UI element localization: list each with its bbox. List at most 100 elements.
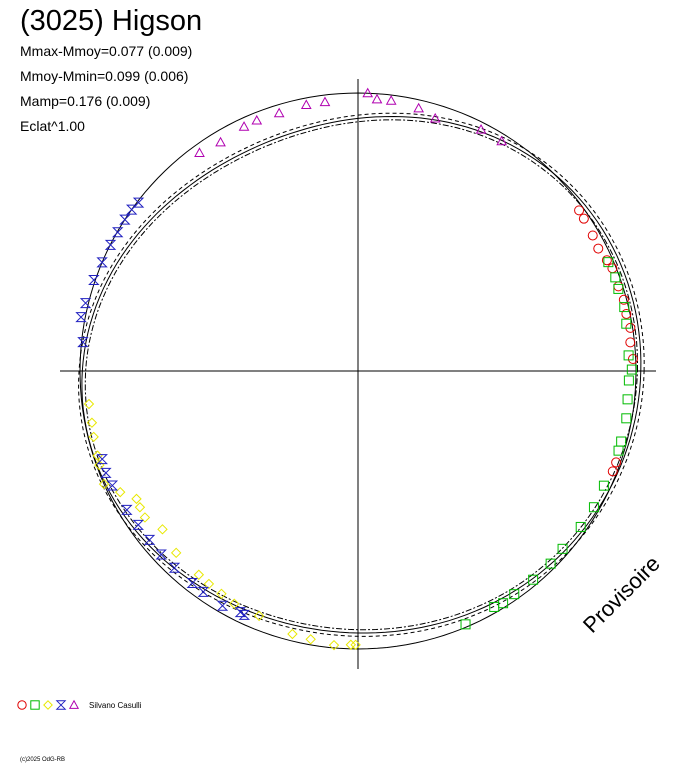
point-diamond-4	[287, 628, 298, 640]
point-triangle-3	[413, 102, 425, 113]
point-hourglass-6	[155, 549, 167, 560]
point-circle-4	[601, 255, 612, 266]
legend: Silvano Casulli	[17, 697, 141, 713]
point-square-18	[509, 589, 520, 600]
point-hourglass-10	[106, 480, 119, 491]
point-hourglass-12	[96, 454, 108, 465]
point-triangle-0	[362, 87, 374, 98]
point-triangle-9	[273, 107, 285, 118]
point-triangle-4	[429, 112, 441, 123]
point-hourglass-0	[238, 609, 250, 620]
point-diamond-0	[350, 639, 361, 651]
point-diamond-19	[88, 431, 99, 443]
point-square-14	[575, 521, 586, 532]
point-hourglass-15	[119, 214, 131, 225]
point-hourglass-4	[186, 578, 199, 589]
copyright-text: (c)2025 OdG-RB	[20, 757, 66, 763]
point-triangle-6	[496, 135, 507, 146]
point-circle-13	[607, 466, 618, 477]
point-square-6	[626, 364, 637, 375]
point-square-12	[598, 480, 609, 491]
point-circle-0	[574, 205, 585, 216]
point-square-0	[603, 257, 614, 268]
stat-eclat: Eclat^1.00	[20, 118, 85, 134]
point-square-16	[545, 558, 556, 569]
point-circle-12	[611, 457, 622, 468]
point-hourglass-22	[77, 337, 89, 348]
legend-symbol-hourglass	[55, 700, 67, 710]
point-circle-8	[621, 308, 632, 319]
point-diamond-1	[345, 639, 357, 650]
point-hourglass-17	[104, 239, 117, 250]
point-hourglass-2	[216, 600, 229, 611]
point-square-13	[588, 502, 599, 513]
legend-symbol-triangle	[68, 699, 80, 709]
point-triangle-10	[251, 114, 263, 125]
legend-symbol-circle	[17, 700, 27, 710]
stat-mmoy-mmin: Mmoy-Mmin=0.099 (0.006)	[20, 68, 189, 84]
model-curve-upper	[78, 112, 645, 637]
point-triangle-1	[371, 93, 383, 104]
point-hourglass-19	[88, 275, 100, 286]
point-square-1	[610, 272, 621, 283]
point-triangle-7	[319, 96, 331, 107]
point-circle-7	[618, 294, 629, 305]
point-triangle-13	[194, 147, 205, 157]
model-curve-fit	[81, 115, 642, 634]
point-hourglass-18	[96, 257, 108, 268]
point-diamond-12	[139, 512, 151, 523]
point-square-7	[623, 375, 634, 386]
point-hourglass-16	[112, 227, 124, 238]
point-square-17	[528, 574, 539, 585]
point-triangle-12	[215, 136, 226, 147]
point-square-20	[489, 601, 500, 612]
point-diamond-5	[253, 610, 265, 622]
point-square-3	[619, 302, 630, 313]
point-hourglass-14	[125, 204, 138, 215]
point-diamond-2	[328, 639, 340, 651]
point-circle-2	[587, 230, 598, 241]
point-hourglass-9	[121, 504, 133, 515]
point-square-15	[557, 543, 568, 554]
legend-author: Silvano Casulli	[89, 700, 142, 710]
point-triangle-2	[385, 95, 397, 105]
point-hourglass-5	[168, 562, 181, 573]
point-diamond-10	[170, 547, 182, 559]
point-triangle-8	[300, 99, 312, 110]
point-circle-3	[593, 243, 604, 254]
series-square	[460, 257, 637, 630]
point-hourglass-20	[79, 298, 92, 309]
point-square-11	[613, 445, 624, 456]
point-square-5	[623, 350, 634, 361]
point-diamond-3	[305, 634, 316, 645]
point-circle-1	[578, 213, 589, 224]
point-hourglass-11	[100, 467, 112, 478]
legend-symbols	[17, 699, 80, 710]
stat-mamp: Mamp=0.176 (0.009)	[20, 93, 151, 109]
chart-title: (3025) Higson	[20, 5, 203, 37]
point-square-10	[616, 436, 627, 447]
point-hourglass-21	[75, 312, 87, 323]
legend-symbol-square	[30, 700, 40, 710]
point-square-2	[613, 283, 624, 294]
point-square-21	[460, 619, 471, 630]
point-diamond-21	[83, 398, 95, 410]
point-diamond-16	[98, 478, 110, 490]
point-diamond-13	[134, 502, 146, 513]
point-diamond-15	[115, 486, 126, 498]
point-triangle-5	[475, 123, 487, 134]
point-square-8	[622, 394, 633, 405]
point-hourglass-3	[197, 586, 210, 597]
point-diamond-7	[216, 588, 227, 600]
series-hourglass	[75, 197, 250, 620]
series-triangle	[194, 87, 507, 157]
model-curve-lower	[84, 119, 638, 631]
point-circle-10	[625, 337, 636, 348]
point-hourglass-1	[234, 607, 247, 618]
point-diamond-6	[229, 598, 240, 609]
point-triangle-11	[238, 121, 250, 131]
point-hourglass-8	[132, 519, 144, 530]
point-diamond-8	[203, 578, 215, 590]
point-diamond-9	[193, 569, 205, 580]
